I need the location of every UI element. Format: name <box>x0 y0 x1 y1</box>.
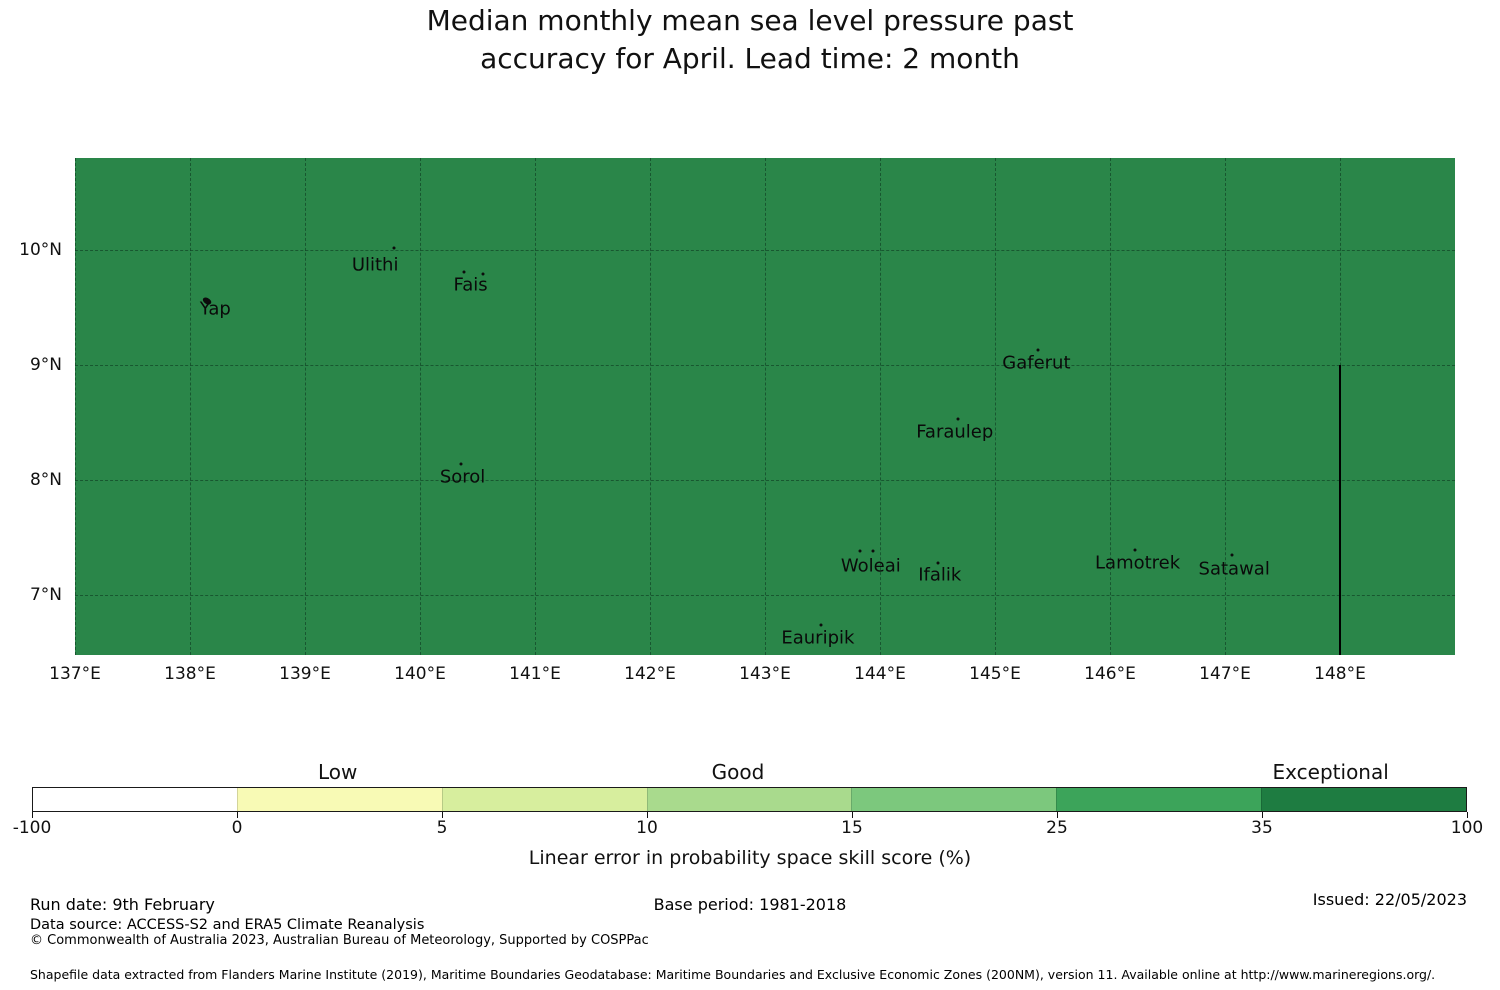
colorbar-segment-0-5 <box>236 788 442 811</box>
island-label-lamotrek: Lamotrek <box>1095 552 1181 574</box>
island-label-satawal: Satawal <box>1198 558 1270 580</box>
colorbar-tick-label: 15 <box>841 818 863 838</box>
meridian-gridline <box>1225 158 1226 655</box>
colorbar-segment-25-35 <box>1056 788 1262 811</box>
island-marker-woleai <box>858 549 862 553</box>
island-label-ulithi: Ulithi <box>351 254 399 276</box>
colorbar-tickmark <box>1262 812 1263 818</box>
lon-tick-label: 141°E <box>509 664 561 684</box>
eez-boundary-line <box>1339 365 1341 655</box>
lon-tick-label: 142°E <box>624 664 676 684</box>
lon-tick-label: 139°E <box>279 664 331 684</box>
meridian-gridline <box>650 158 651 655</box>
island-marker-satawal <box>1230 553 1234 557</box>
lon-tick-label: 137°E <box>49 664 101 684</box>
colorbar-tick-label: 35 <box>1251 818 1273 838</box>
lon-tick-label: 140°E <box>394 664 446 684</box>
meridian-gridline <box>305 158 306 655</box>
page-title-line2: accuracy for April. Lead time: 2 month <box>480 41 1020 75</box>
copyright-text: © Commonwealth of Australia 2023, Austra… <box>30 933 649 948</box>
lat-tick-label: 10°N <box>19 240 62 260</box>
lat-tick-label: 9°N <box>29 355 62 375</box>
run-date-text: Run date: 9th February <box>30 895 215 914</box>
colorbar-tick-label: 25 <box>1046 818 1068 838</box>
colorbar-axis-label: Linear error in probability space skill … <box>528 847 972 869</box>
base-period-text: Base period: 1981-2018 <box>653 895 847 914</box>
colorbar-tickmark <box>647 812 648 818</box>
island-marker-gaferut <box>1036 348 1040 352</box>
island-label-sorol: Sorol <box>439 466 486 488</box>
colorbar-tick-label: 0 <box>231 818 243 838</box>
lon-tick-label: 146°E <box>1084 664 1136 684</box>
colorbar-tickmark <box>852 812 853 818</box>
island-label-woleai: Woleai <box>840 555 901 577</box>
island-label-ifalik: Ifalik <box>918 564 962 586</box>
meridian-gridline <box>995 158 996 655</box>
lon-tick-label: 143°E <box>739 664 791 684</box>
island-label-gaferut: Gaferut <box>1002 352 1071 374</box>
parallel-gridline <box>75 365 1455 366</box>
colorbar <box>32 787 1467 812</box>
island-label-yap: Yap <box>199 298 231 320</box>
parallel-gridline <box>75 595 1455 596</box>
colorbar-segment-10-15 <box>646 788 852 811</box>
colorbar-tickmark <box>32 812 33 818</box>
shapefile-note-text: Shapefile data extracted from Flanders M… <box>30 967 1436 982</box>
lat-tick-label: 8°N <box>29 470 62 490</box>
island-marker-fais <box>481 272 485 276</box>
parallel-gridline <box>75 250 1455 251</box>
colorbar-category-low: Low <box>317 760 358 784</box>
colorbar-tickmark <box>237 812 238 818</box>
meridian-gridline <box>190 158 191 655</box>
colorbar-segment-5-10 <box>441 788 647 811</box>
colorbar-segment--100-0 <box>33 788 237 811</box>
island-marker-faraulep <box>956 417 960 421</box>
meridian-gridline <box>765 158 766 655</box>
page-title-line1: Median monthly mean sea level pressure p… <box>426 4 1074 37</box>
colorbar-category-exceptional: Exceptional <box>1272 760 1389 784</box>
parallel-gridline <box>75 480 1455 481</box>
issued-date-text: Issued: 22/05/2023 <box>1312 890 1467 909</box>
island-marker-fais <box>462 270 466 274</box>
lat-tick-label: 7°N <box>29 585 62 605</box>
meridian-gridline <box>420 158 421 655</box>
colorbar-segment-15-25 <box>851 788 1057 811</box>
lon-tick-label: 148°E <box>1314 664 1366 684</box>
lon-tick-label: 144°E <box>854 664 906 684</box>
colorbar-segment-35-100 <box>1261 788 1467 811</box>
map-plot: Ulithi Fais Yap Gaferut Faraulep Sorol Woleai I… <box>75 158 1455 655</box>
island-marker-ifalik <box>936 561 939 565</box>
data-source-text: Data source: ACCESS-S2 and ERA5 Climate … <box>30 917 425 933</box>
island-marker-ulithi <box>392 246 396 250</box>
colorbar-category-good: Good <box>711 760 765 784</box>
island-marker-lamotrek <box>1133 548 1137 552</box>
island-marker-woleai <box>871 549 875 553</box>
colorbar-tick-label: 5 <box>436 818 448 838</box>
meridian-gridline <box>1110 158 1111 655</box>
meridian-gridline <box>75 158 76 655</box>
colorbar-tickmark <box>442 812 443 818</box>
meridian-gridline <box>880 158 881 655</box>
page-title: Median monthly mean sea level pressure p… <box>0 2 1500 78</box>
island-label-fais: Fais <box>453 274 488 295</box>
colorbar-tick-label: 100 <box>1450 818 1484 838</box>
island-label-eauripik: Eauripik <box>781 627 855 649</box>
meridian-gridline <box>535 158 536 655</box>
colorbar-tickmark <box>1467 812 1468 818</box>
island-marker-sorol <box>459 462 463 466</box>
lon-tick-label: 147°E <box>1199 664 1251 684</box>
colorbar-tick-label: -100 <box>12 818 52 838</box>
colorbar-tick-label: 10 <box>636 818 658 838</box>
lon-tick-label: 145°E <box>969 664 1021 684</box>
colorbar-tickmark <box>1057 812 1058 818</box>
island-label-faraulep: Faraulep <box>916 421 994 443</box>
lon-tick-label: 138°E <box>164 664 216 684</box>
island-marker-eauripik <box>819 623 823 627</box>
